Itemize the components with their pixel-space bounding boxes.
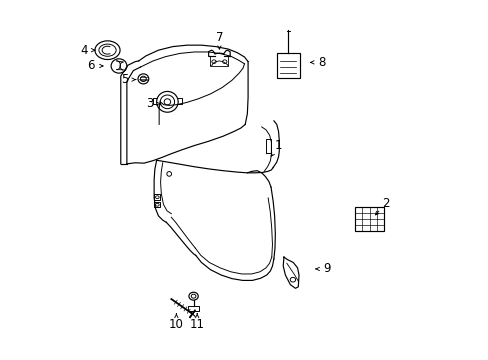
Text: 6: 6	[87, 59, 95, 72]
Text: 5: 5	[121, 73, 128, 86]
Text: 8: 8	[317, 56, 325, 69]
Text: 2: 2	[382, 197, 389, 210]
Text: 7: 7	[215, 31, 223, 44]
Text: 1: 1	[274, 139, 282, 152]
Text: 9: 9	[323, 262, 330, 275]
Text: 4: 4	[80, 44, 87, 57]
Text: 3: 3	[145, 98, 153, 111]
Bar	[276, 53, 300, 78]
Bar	[354, 207, 384, 231]
Text: 10: 10	[168, 318, 183, 331]
Text: 11: 11	[189, 318, 204, 331]
